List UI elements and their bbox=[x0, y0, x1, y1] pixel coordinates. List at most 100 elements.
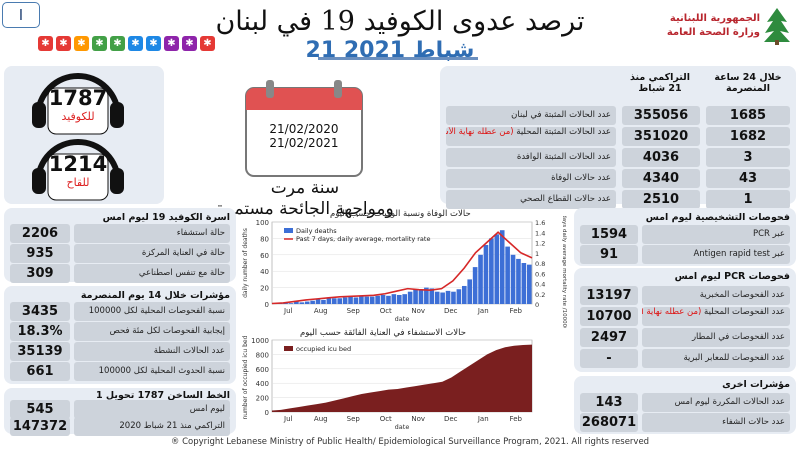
x-tick-label: Aug bbox=[314, 415, 328, 423]
pcr-title: فحوصات PCR ليوم امس bbox=[674, 271, 790, 282]
death-bar bbox=[505, 246, 510, 304]
page-number-badge: I bbox=[2, 2, 40, 28]
death-bar bbox=[321, 299, 326, 304]
legend-label-deaths: Daily deaths bbox=[296, 227, 337, 235]
death-bar bbox=[418, 290, 424, 304]
indicators14-value: 35139 bbox=[10, 342, 70, 361]
beds-value: 309 bbox=[10, 264, 70, 283]
y-tick-label: 600 bbox=[256, 366, 269, 374]
headset-covid-icon bbox=[32, 73, 124, 135]
x-tick-label: Sep bbox=[347, 307, 361, 315]
stat-label-note: (من عطله نهاية الأسبوع) bbox=[446, 127, 514, 137]
y-tick-label: 1000 bbox=[251, 337, 269, 345]
x-tick-label: Feb bbox=[510, 415, 523, 423]
stat-cumulative-value: 355056 bbox=[622, 106, 700, 125]
death-bar bbox=[364, 296, 370, 304]
death-bar bbox=[478, 254, 483, 304]
headset-vaccine-icon bbox=[32, 139, 124, 201]
death-bar bbox=[288, 303, 294, 304]
death-bar bbox=[380, 294, 386, 304]
indicators14-value: 3435 bbox=[10, 302, 70, 321]
y-tick-label: 400 bbox=[256, 380, 269, 388]
icu-chart: 0 200 400 600 800 1000 Jul Aug Sep Oct Nov Dec Jan Fe… bbox=[242, 336, 533, 431]
indicators14-label: نسبة الحدوث المحلية لكل 100000 bbox=[74, 362, 230, 381]
diagnostic_tests-label-text: عبر Antigen rapid test bbox=[693, 249, 785, 259]
indicators14-label: عدد الحالات النشطة bbox=[74, 342, 230, 361]
program-icon: ✱ bbox=[74, 36, 89, 51]
x-tick-label: Oct bbox=[380, 307, 392, 315]
covid-hotline-number: 1787 bbox=[48, 86, 108, 110]
deaths-chart: 0 20 40 60 80 100 0 0.2 0.4 0.6 0.8 1 1.2 1.4 1.6 Jul Au… bbox=[242, 216, 567, 328]
pcr_tests-label-text: عدد الفحوصات في المطار bbox=[691, 332, 785, 342]
indicators14-label: إيجابية الفحوصات لكل مئة فحص bbox=[74, 322, 230, 341]
indicators14-value: 661 bbox=[10, 362, 70, 381]
anniversary-line-1: سنة مرت bbox=[270, 178, 340, 198]
pcr_tests-value: 13197 bbox=[580, 286, 638, 305]
stat-label: عدد حالات الوفاة bbox=[446, 169, 616, 188]
y-tick-label: 80 bbox=[260, 235, 269, 243]
pcr_tests-label-note: (من عطله نهاية الأسبوع) bbox=[642, 307, 702, 317]
death-bar bbox=[359, 295, 364, 304]
x-tick-label: Sep bbox=[347, 415, 361, 423]
program-icon: ✱ bbox=[56, 36, 71, 51]
death-bar bbox=[483, 244, 489, 304]
stat-24h-value: 1 bbox=[706, 190, 790, 209]
death-bar bbox=[407, 291, 413, 304]
legend-label-icu: occupied icu bed bbox=[296, 345, 351, 353]
other_indicators-label: عدد الحالات المكررة ليوم امس bbox=[642, 393, 790, 412]
program-icon: ✱ bbox=[128, 36, 143, 51]
y2-tick-label: 0.8 bbox=[535, 260, 545, 268]
program-icon: ✱ bbox=[164, 36, 179, 51]
other_indicators-label: عدد حالات الشفاء bbox=[642, 413, 790, 432]
program-icon: ✱ bbox=[182, 36, 197, 51]
stat-cumulative-value: 4036 bbox=[622, 148, 700, 167]
program-icon: ✱ bbox=[110, 36, 125, 51]
stat-label-text: عدد حالات الوفاة bbox=[551, 173, 611, 183]
stat-24h-value: 43 bbox=[706, 169, 790, 188]
pcr_tests-value: 2497 bbox=[580, 328, 638, 347]
diagnostic_tests-value: 91 bbox=[580, 245, 638, 264]
death-bar bbox=[489, 238, 494, 304]
pcr_tests-label-text: عدد الفحوصات المحلية bbox=[704, 307, 785, 317]
x-axis-label: date bbox=[395, 423, 410, 431]
death-bar bbox=[331, 298, 337, 304]
y2-tick-label: 0.2 bbox=[535, 291, 545, 299]
indicators14-label: نسبة الفحوصات المحلية لكل 100000 bbox=[74, 302, 230, 321]
anniversary-line-2: ومواجهة الجائحة مستمرة bbox=[216, 199, 394, 219]
vaccine-hotline-number: 1214 bbox=[48, 152, 108, 176]
pcr_tests-label-text: عدد الفحوصات للمعابر البرية bbox=[683, 353, 785, 363]
death-bar bbox=[451, 291, 456, 304]
copyright-footer: ® Copyright Lebanese Ministry of Public … bbox=[170, 437, 650, 447]
other_indicators-value: 268071 bbox=[580, 413, 638, 432]
death-bar bbox=[375, 295, 380, 304]
pcr_tests-label: عدد الفحوصات المخبرية bbox=[642, 286, 790, 305]
hotline-transfers-title: الخط الساخن 1787 تحويل 1 bbox=[95, 390, 230, 401]
indicators14-value: 18.3% bbox=[10, 322, 70, 341]
program-icons-row: ✱ ✱ ✱ ✱ ✱ ✱ ✱ ✱ ✱ ✱ bbox=[38, 36, 215, 51]
death-bar bbox=[310, 300, 315, 304]
covid-hotline-label: للكوفيد bbox=[61, 110, 95, 123]
diagnostic-title: فحوصات التشخيصية ليوم امس bbox=[645, 212, 790, 223]
death-bar bbox=[342, 297, 348, 304]
hotline_transfers-value: 545 bbox=[10, 400, 70, 419]
page-title: ترصد عدوى الكوفيد 19 في لبنان bbox=[215, 6, 585, 37]
y-tick-label: 40 bbox=[260, 268, 269, 276]
col-header-24h: خلال 24 ساعة المنصرمة bbox=[714, 72, 782, 94]
stat-cumulative-value: 2510 bbox=[622, 190, 700, 209]
vaccine-hotline[interactable]: 1214 للقاح bbox=[38, 152, 118, 206]
death-bar bbox=[434, 291, 440, 304]
indicators14-title: مؤشرات خلال 14 يوم المنصرمة bbox=[80, 290, 230, 301]
death-bar bbox=[348, 296, 353, 304]
pcr_tests-value: 10700 bbox=[580, 307, 638, 326]
program-icon: ✱ bbox=[38, 36, 53, 51]
x-tick-label: Nov bbox=[411, 307, 425, 315]
covid-hotline[interactable]: 1787 للكوفيد bbox=[38, 86, 118, 140]
mortality-rate-line bbox=[271, 231, 533, 305]
stat-cumulative-value: 4340 bbox=[622, 169, 700, 188]
other-indicators-title: مؤشرات اخرى bbox=[722, 379, 790, 390]
death-bar bbox=[516, 258, 521, 304]
y-tick-label: 20 bbox=[260, 285, 269, 293]
legend-swatch-deaths bbox=[284, 228, 293, 233]
pcr_tests-label: عدد الفحوصات للمعابر البرية bbox=[642, 349, 790, 368]
death-bar bbox=[510, 254, 516, 304]
